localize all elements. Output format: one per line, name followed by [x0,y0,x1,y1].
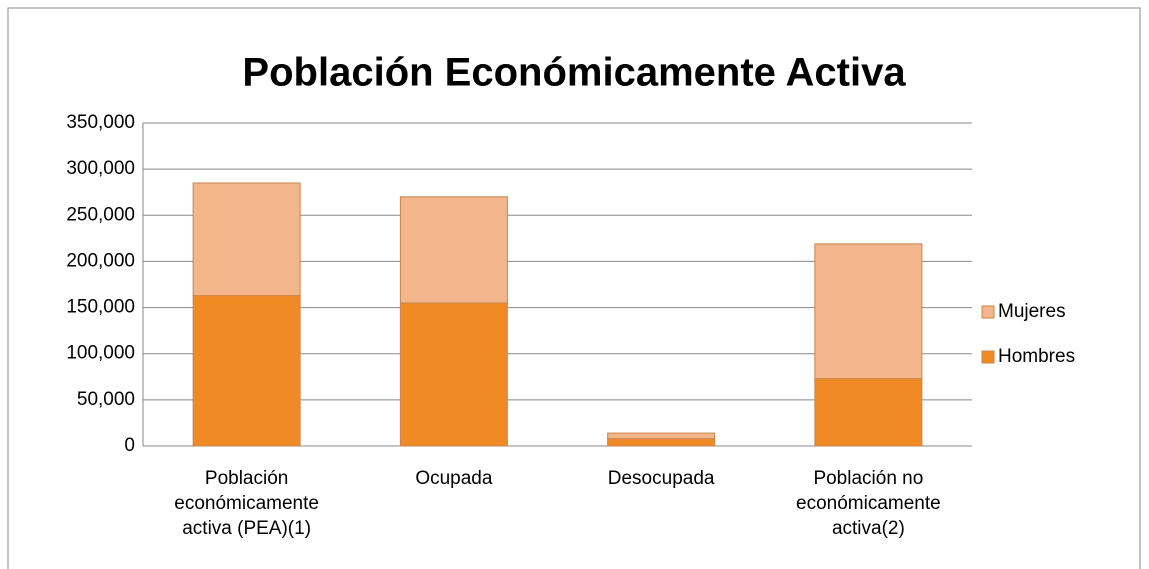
x-tick-label: Población económicamente activa (PEA)(1) [174,468,319,539]
bar-segment [399,196,508,304]
bar-segment [814,243,923,380]
y-tick-label: 300,000 [66,158,135,179]
legend-swatch [981,350,995,364]
legend-label: Mujeres [998,301,1066,322]
legend-swatch [981,305,995,319]
y-tick-label: 100,000 [66,343,135,364]
bar-segment [192,295,301,447]
legend-label: Hombres [998,346,1075,367]
x-tick-label: Ocupada [415,468,493,489]
chart-border [7,7,1141,569]
y-tick-label: 50,000 [77,389,135,410]
y-tick-label: 350,000 [66,112,135,133]
y-tick-label: 150,000 [66,297,135,318]
bar-segment [814,378,923,447]
y-tick-label: 250,000 [66,204,135,225]
x-tick-label: Población no económicamente activa(2) [796,468,941,539]
y-tick-label: 200,000 [66,250,135,271]
x-tick-label: Desocupada [607,468,715,489]
bar-segment [399,302,508,447]
chart-title: Población Económicamente Activa [242,51,906,95]
y-tick-label: 0 [124,435,135,456]
bar-segment [192,182,301,297]
bar-segment [607,432,716,440]
bar-segment [607,438,716,447]
